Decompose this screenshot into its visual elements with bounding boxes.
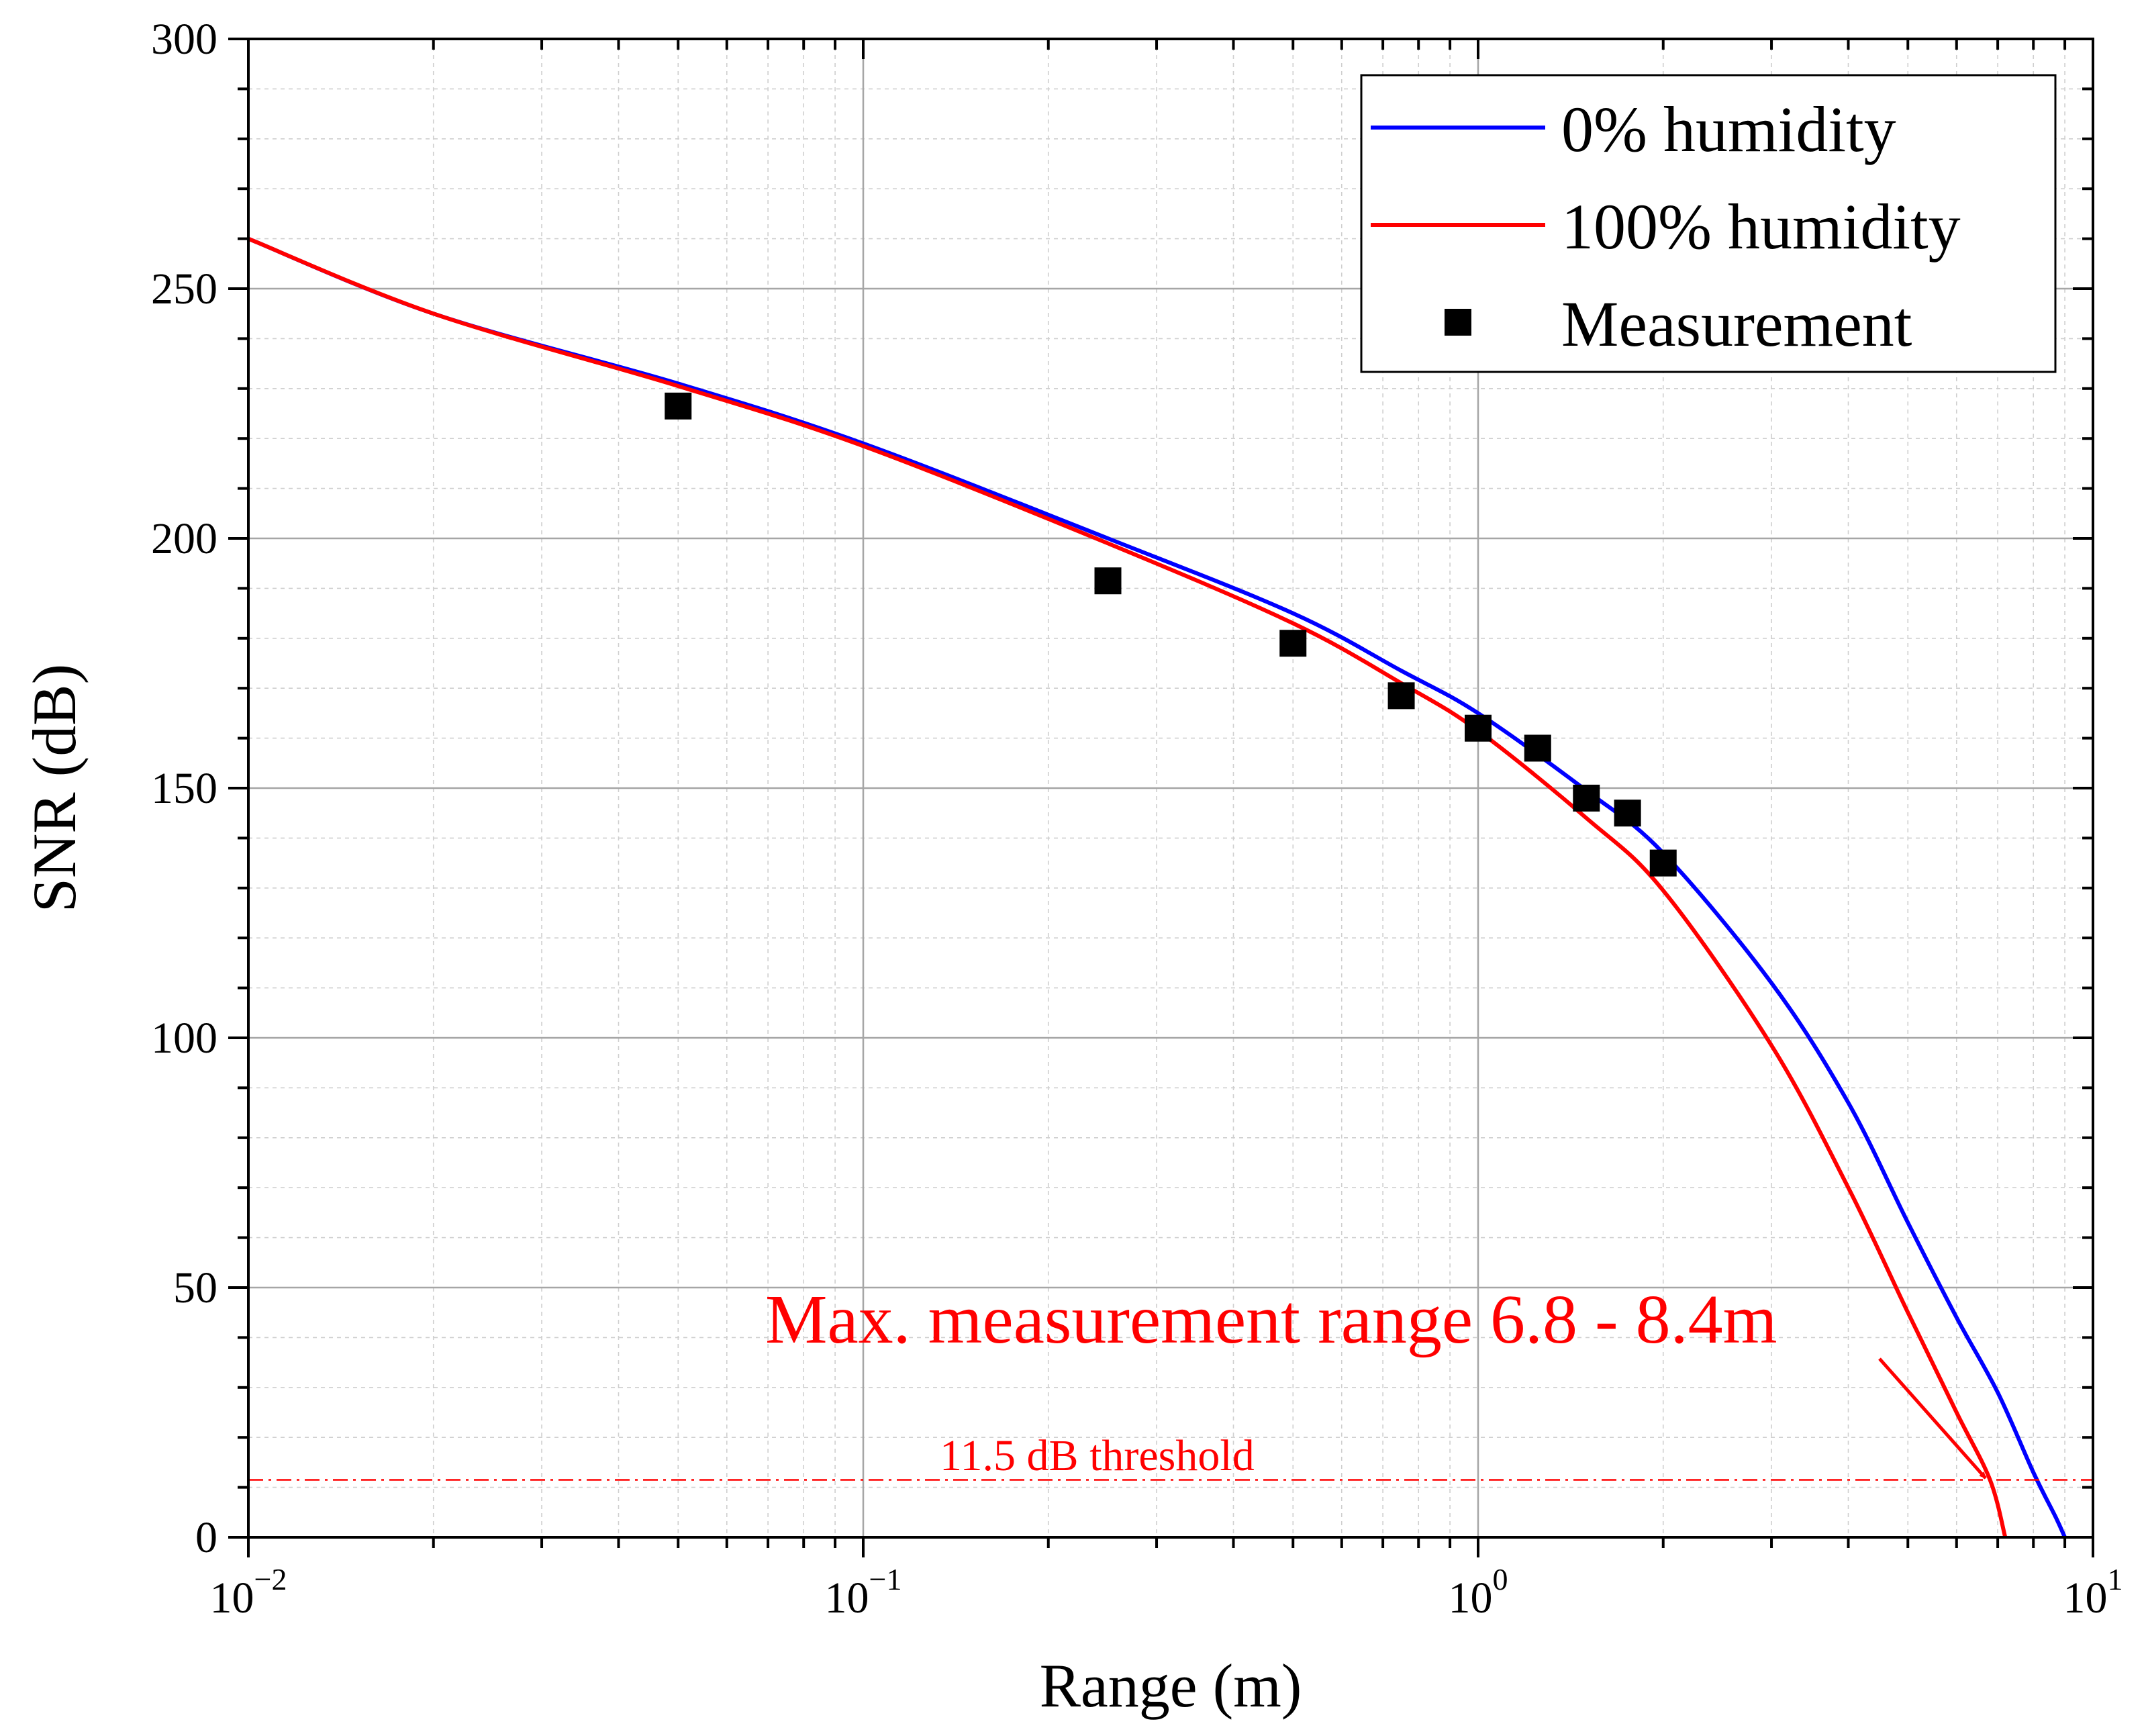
measurement-point	[1573, 784, 1600, 812]
threshold-label: 11.5 dB threshold	[940, 1431, 1255, 1480]
measurement-point	[665, 392, 692, 420]
x-tick-label: 10−1	[825, 1562, 902, 1623]
y-tick-label: 250	[151, 264, 217, 314]
legend-label-0-humidity: 0% humidity	[1561, 93, 1896, 165]
y-tick-label: 0	[195, 1513, 217, 1562]
measurement-point	[1649, 849, 1677, 877]
y-tick-label: 50	[173, 1263, 217, 1312]
max-range-arrow	[1878, 1357, 1987, 1480]
y-tick-label: 300	[151, 15, 217, 64]
max-range-annotation: Max. measurement range 6.8 - 8.4m	[765, 1281, 1777, 1358]
measurement-point	[1524, 734, 1551, 762]
measurement-point	[1279, 630, 1307, 657]
series-line-100-humidity	[248, 236, 2008, 1537]
legend-swatch-measurement	[1445, 309, 1471, 336]
legend-label-measurement: Measurement	[1561, 288, 1912, 360]
y-axis-title: SNR (dB)	[20, 664, 89, 913]
measurement-point	[1614, 800, 1641, 827]
y-tick-label: 100	[151, 1014, 217, 1063]
x-tick-label: 10−2	[210, 1562, 287, 1623]
x-tick-label: 100	[1449, 1562, 1508, 1623]
measurement-point	[1094, 567, 1122, 595]
legend-label-100-humidity: 100% humidity	[1561, 191, 1961, 262]
x-tick-label: 101	[2063, 1562, 2123, 1623]
series-line-0-humidity	[248, 236, 2067, 1537]
axis-ticks: 0 50 100 150 200 250 300 10−2 10−1 100 101	[151, 15, 2123, 1623]
series-layer	[248, 236, 2067, 1537]
x-axis-title: Range (m)	[1040, 1651, 1302, 1720]
y-tick-label: 150	[151, 764, 217, 813]
legend: 0% humidity 100% humidity Measurement	[1360, 74, 2057, 373]
measurement-point	[1465, 714, 1492, 742]
measurement-point	[1387, 682, 1415, 710]
y-tick-label: 200	[151, 514, 217, 563]
